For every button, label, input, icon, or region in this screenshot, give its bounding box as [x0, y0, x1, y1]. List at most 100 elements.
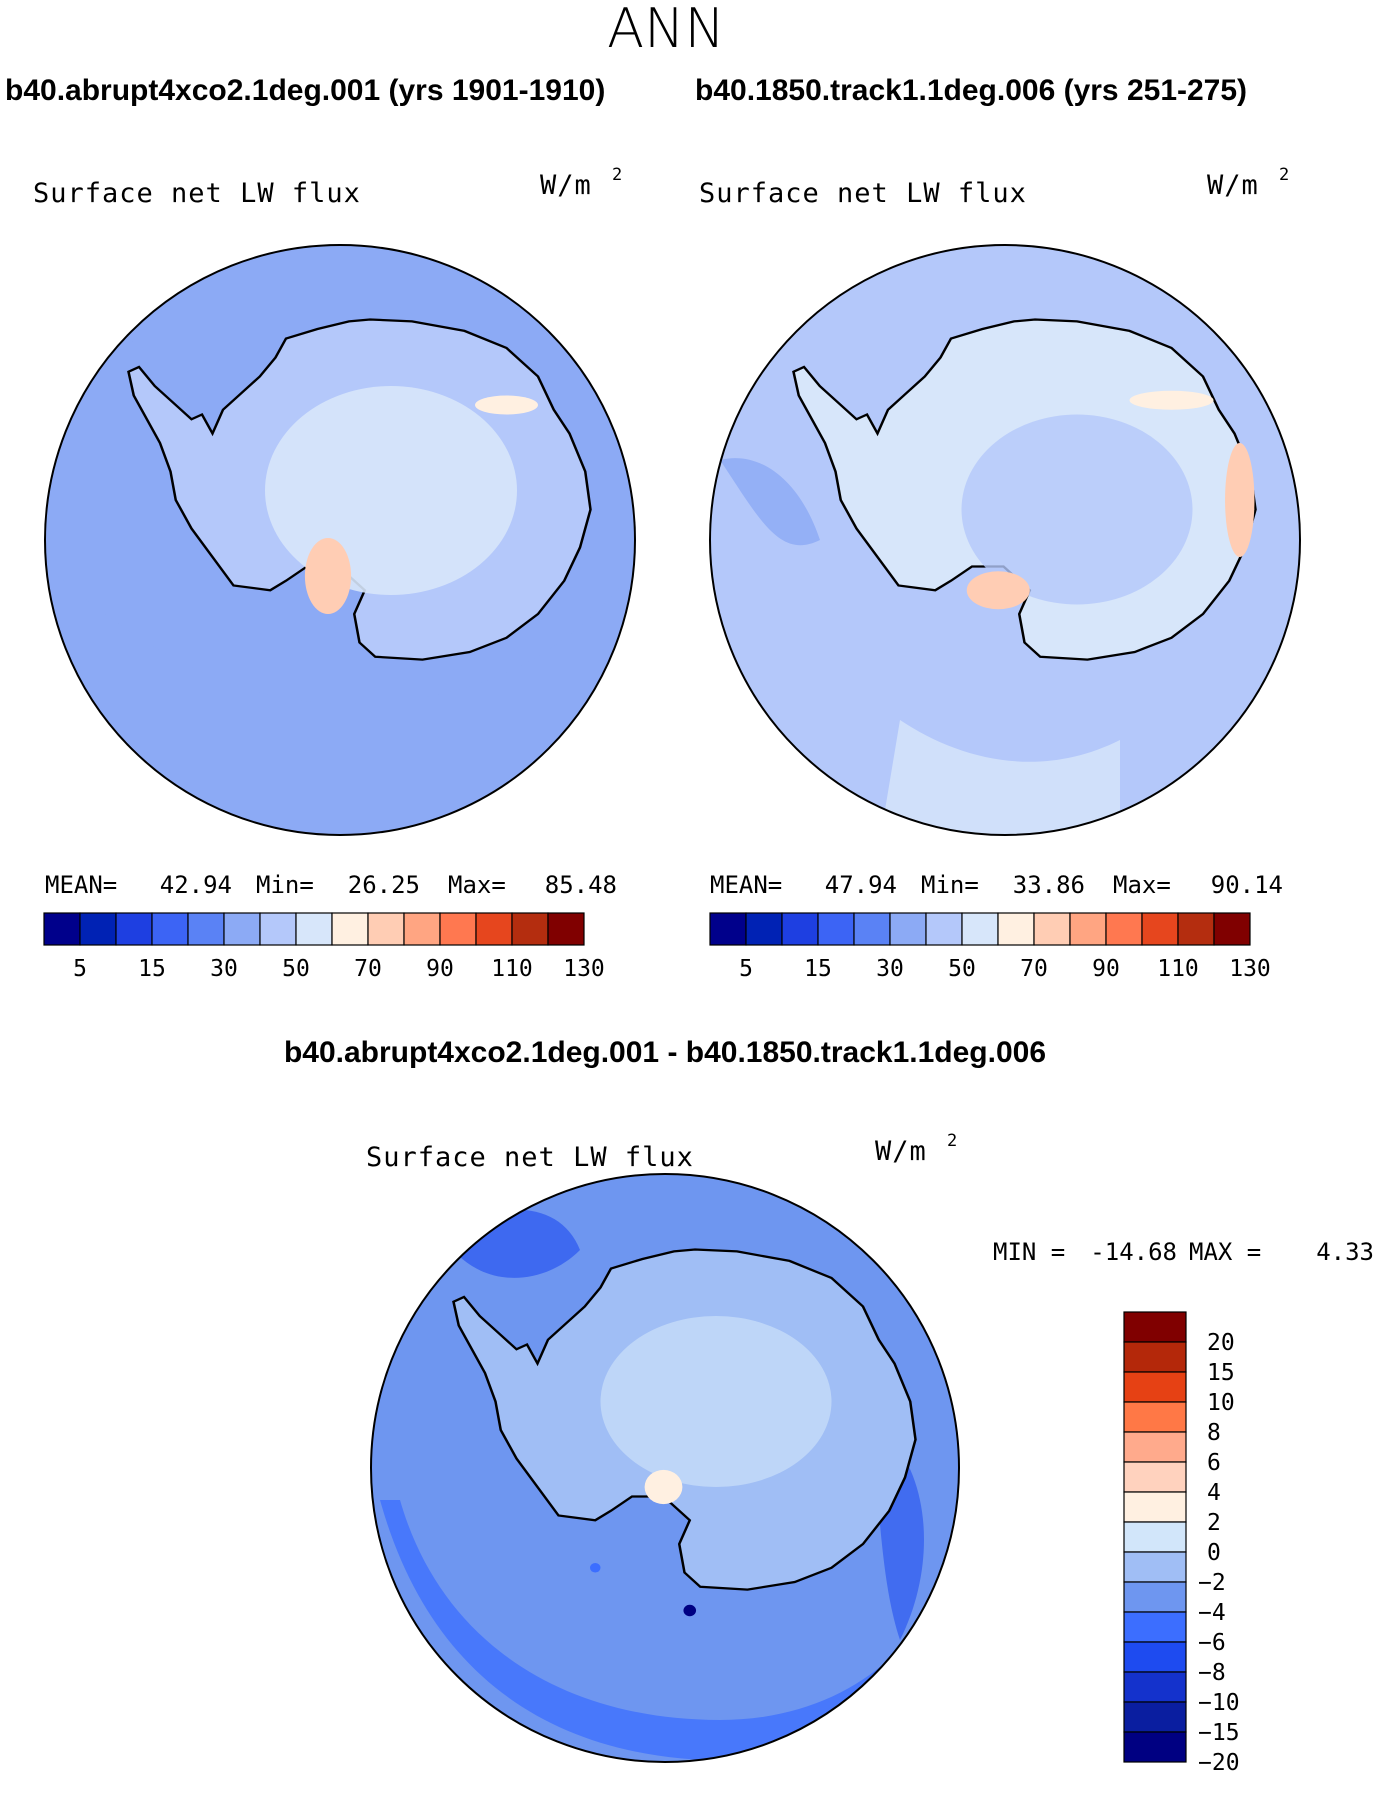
panel-diff-min-label: MIN =	[993, 1238, 1065, 1266]
panel-a-colorbar-segment	[547, 912, 585, 946]
panel-b-max-value: 90.14	[1211, 871, 1283, 899]
panel-diff-colorbar-segment	[1123, 1551, 1187, 1583]
panel-diff-tick: 2	[1207, 1510, 1221, 1536]
panel-b-tick: 110	[1157, 956, 1199, 982]
panel-a-tick: 70	[354, 956, 382, 982]
panel-a-colorbar-ticks: 5 15 30 50 70 90 110 130	[73, 956, 605, 982]
panel-b-antarctica	[792, 318, 1257, 661]
panel-diff-tick: −4	[1198, 1600, 1226, 1626]
panel-b-colorbar-segment	[961, 912, 999, 946]
panel-diff-colorbar-segment	[1123, 1461, 1187, 1493]
panel-b-colorbar-segment	[781, 912, 819, 946]
panel-a-colorbar-segment	[475, 912, 513, 946]
panel-diff-tick: 8	[1207, 1420, 1221, 1446]
panel-a-ross-warm-patch	[304, 538, 352, 614]
panel-a-mean-value: 42.94	[160, 871, 232, 899]
panel-b-tick: 90	[1092, 956, 1120, 982]
panel-a-colorbar-segment	[511, 912, 549, 946]
panel-diff: Surface net LW flux W/m 2 MIN = -14.68 M…	[366, 1131, 1374, 1776]
panel-diff-tick: 4	[1207, 1480, 1221, 1506]
panel-diff-map-border	[370, 1173, 960, 1763]
panel-a-units: W/m	[540, 170, 592, 201]
panel-a-colorbar-segment	[187, 912, 225, 946]
panel-diff-tick: 6	[1207, 1450, 1221, 1476]
panel-diff-colorbar-segment	[1123, 1341, 1187, 1373]
panel-b-tick: 5	[739, 956, 753, 982]
panel-b-field-south-patch	[880, 720, 1120, 835]
panel-b-east-coast-warm-patch	[1225, 443, 1255, 557]
panel-diff-min-value: -14.68	[1090, 1238, 1177, 1266]
panel-a-mean-label: MEAN=	[45, 871, 117, 899]
panel-b-map	[710, 245, 1300, 835]
panel-diff-colorbar-segment	[1123, 1431, 1187, 1463]
panel-b-colorbar-segment	[1213, 912, 1251, 946]
panel-b-colorbar-segment	[817, 912, 855, 946]
panel-diff-colorbar-segment	[1123, 1371, 1187, 1403]
panel-diff-colorbar-segment	[1123, 1311, 1187, 1343]
panel-a-max-value: 85.48	[545, 871, 617, 899]
panel-a-east-warm-patch	[475, 395, 538, 415]
panel-b-colorbar-segment	[745, 912, 783, 946]
panel-b-max-label: Max=	[1113, 871, 1171, 899]
panel-a-colorbar	[43, 912, 585, 946]
panel-a-header: b40.abrupt4xco2.1deg.001 (yrs 1901-1910)	[5, 74, 605, 107]
panel-diff-colorbar-segment	[1123, 1521, 1187, 1553]
panel-a-plateau-field	[265, 386, 517, 595]
panel-a-field-band-north	[90, 268, 580, 560]
panel-diff-antarctica	[452, 1248, 917, 1617]
panel-diff-tick: −20	[1198, 1750, 1240, 1776]
panel-b-min-label: Min=	[921, 871, 979, 899]
panel-b-colorbar-segment	[1177, 912, 1215, 946]
panel-diff-colorbar-segment	[1123, 1671, 1187, 1703]
panel-b-colorbar-segment	[1033, 912, 1071, 946]
panel-diff-ross-warm-patch	[644, 1469, 683, 1505]
panel-diff-title: Surface net LW flux	[366, 1142, 694, 1173]
panel-a-min-value: 26.25	[348, 871, 420, 899]
panel-b-units-exponent: 2	[1279, 165, 1289, 185]
panel-diff-tick: −8	[1198, 1660, 1226, 1686]
panel-diff-tick: 15	[1207, 1360, 1235, 1386]
panel-a-colorbar-segment	[223, 912, 261, 946]
panel-diff-tick: −6	[1198, 1630, 1226, 1656]
panel-b-map-border	[709, 244, 1301, 836]
panel-a-units-exponent: 2	[612, 165, 622, 185]
panel-b-mean-value: 47.94	[825, 871, 897, 899]
panel-a-colorbar-segment	[403, 912, 441, 946]
panel-a: Surface net LW flux W/m 2 MEAN= 42.94 Mi…	[33, 165, 636, 982]
panel-b-title: Surface net LW flux	[699, 178, 1027, 209]
panel-b-colorbar-segment	[997, 912, 1035, 946]
panel-a-tick: 90	[426, 956, 454, 982]
panel-a-tick: 15	[138, 956, 166, 982]
panel-diff-map	[371, 1174, 959, 1762]
panel-b-colorbar-segment	[853, 912, 891, 946]
panel-b-colorbar-segment	[1105, 912, 1143, 946]
panel-diff-colorbar-segment	[1123, 1401, 1187, 1433]
panel-a-colorbar-segment	[367, 912, 405, 946]
panel-a-min-label: Min=	[256, 871, 314, 899]
panel-b-ross-warm-patch	[966, 571, 1030, 610]
panel-b-tick: 15	[804, 956, 832, 982]
panel-diff-tick: 20	[1207, 1330, 1235, 1356]
panel-b-colorbar-segment	[925, 912, 963, 946]
panel-diff-max-value: 4.33	[1316, 1238, 1374, 1266]
panel-b-colorbar-segment	[1141, 912, 1179, 946]
panel-b-mean-label: MEAN=	[710, 871, 782, 899]
panel-b: Surface net LW flux W/m 2 MEAN= 47.94 Mi…	[699, 165, 1301, 982]
panel-diff-cold-spot	[590, 1563, 601, 1573]
panel-a-antarctica	[127, 318, 592, 661]
panel-a-map-border	[44, 244, 636, 836]
panel-diff-interior-field	[600, 1316, 832, 1487]
panel-a-colorbar-segment	[115, 912, 153, 946]
panel-a-title: Surface net LW flux	[33, 178, 361, 209]
panel-diff-colorbar-segment	[1123, 1611, 1187, 1643]
panel-diff-colorbar-labels: 20 15 10 8 6 4 2 0 −2 −4 −6 −8 −10 −15 −…	[1198, 1330, 1240, 1776]
panel-b-header: b40.1850.track1.1deg.006 (yrs 251-275)	[695, 74, 1247, 107]
panel-b-interior-field	[961, 414, 1193, 605]
panel-a-tick: 5	[73, 956, 87, 982]
panel-b-colorbar	[709, 912, 1251, 946]
panel-b-field-west-patch	[720, 458, 820, 546]
panel-a-colorbar-segment	[43, 912, 81, 946]
panel-a-colorbar-segment	[151, 912, 189, 946]
panel-a-colorbar-segment	[79, 912, 117, 946]
panel-b-tick: 70	[1020, 956, 1048, 982]
